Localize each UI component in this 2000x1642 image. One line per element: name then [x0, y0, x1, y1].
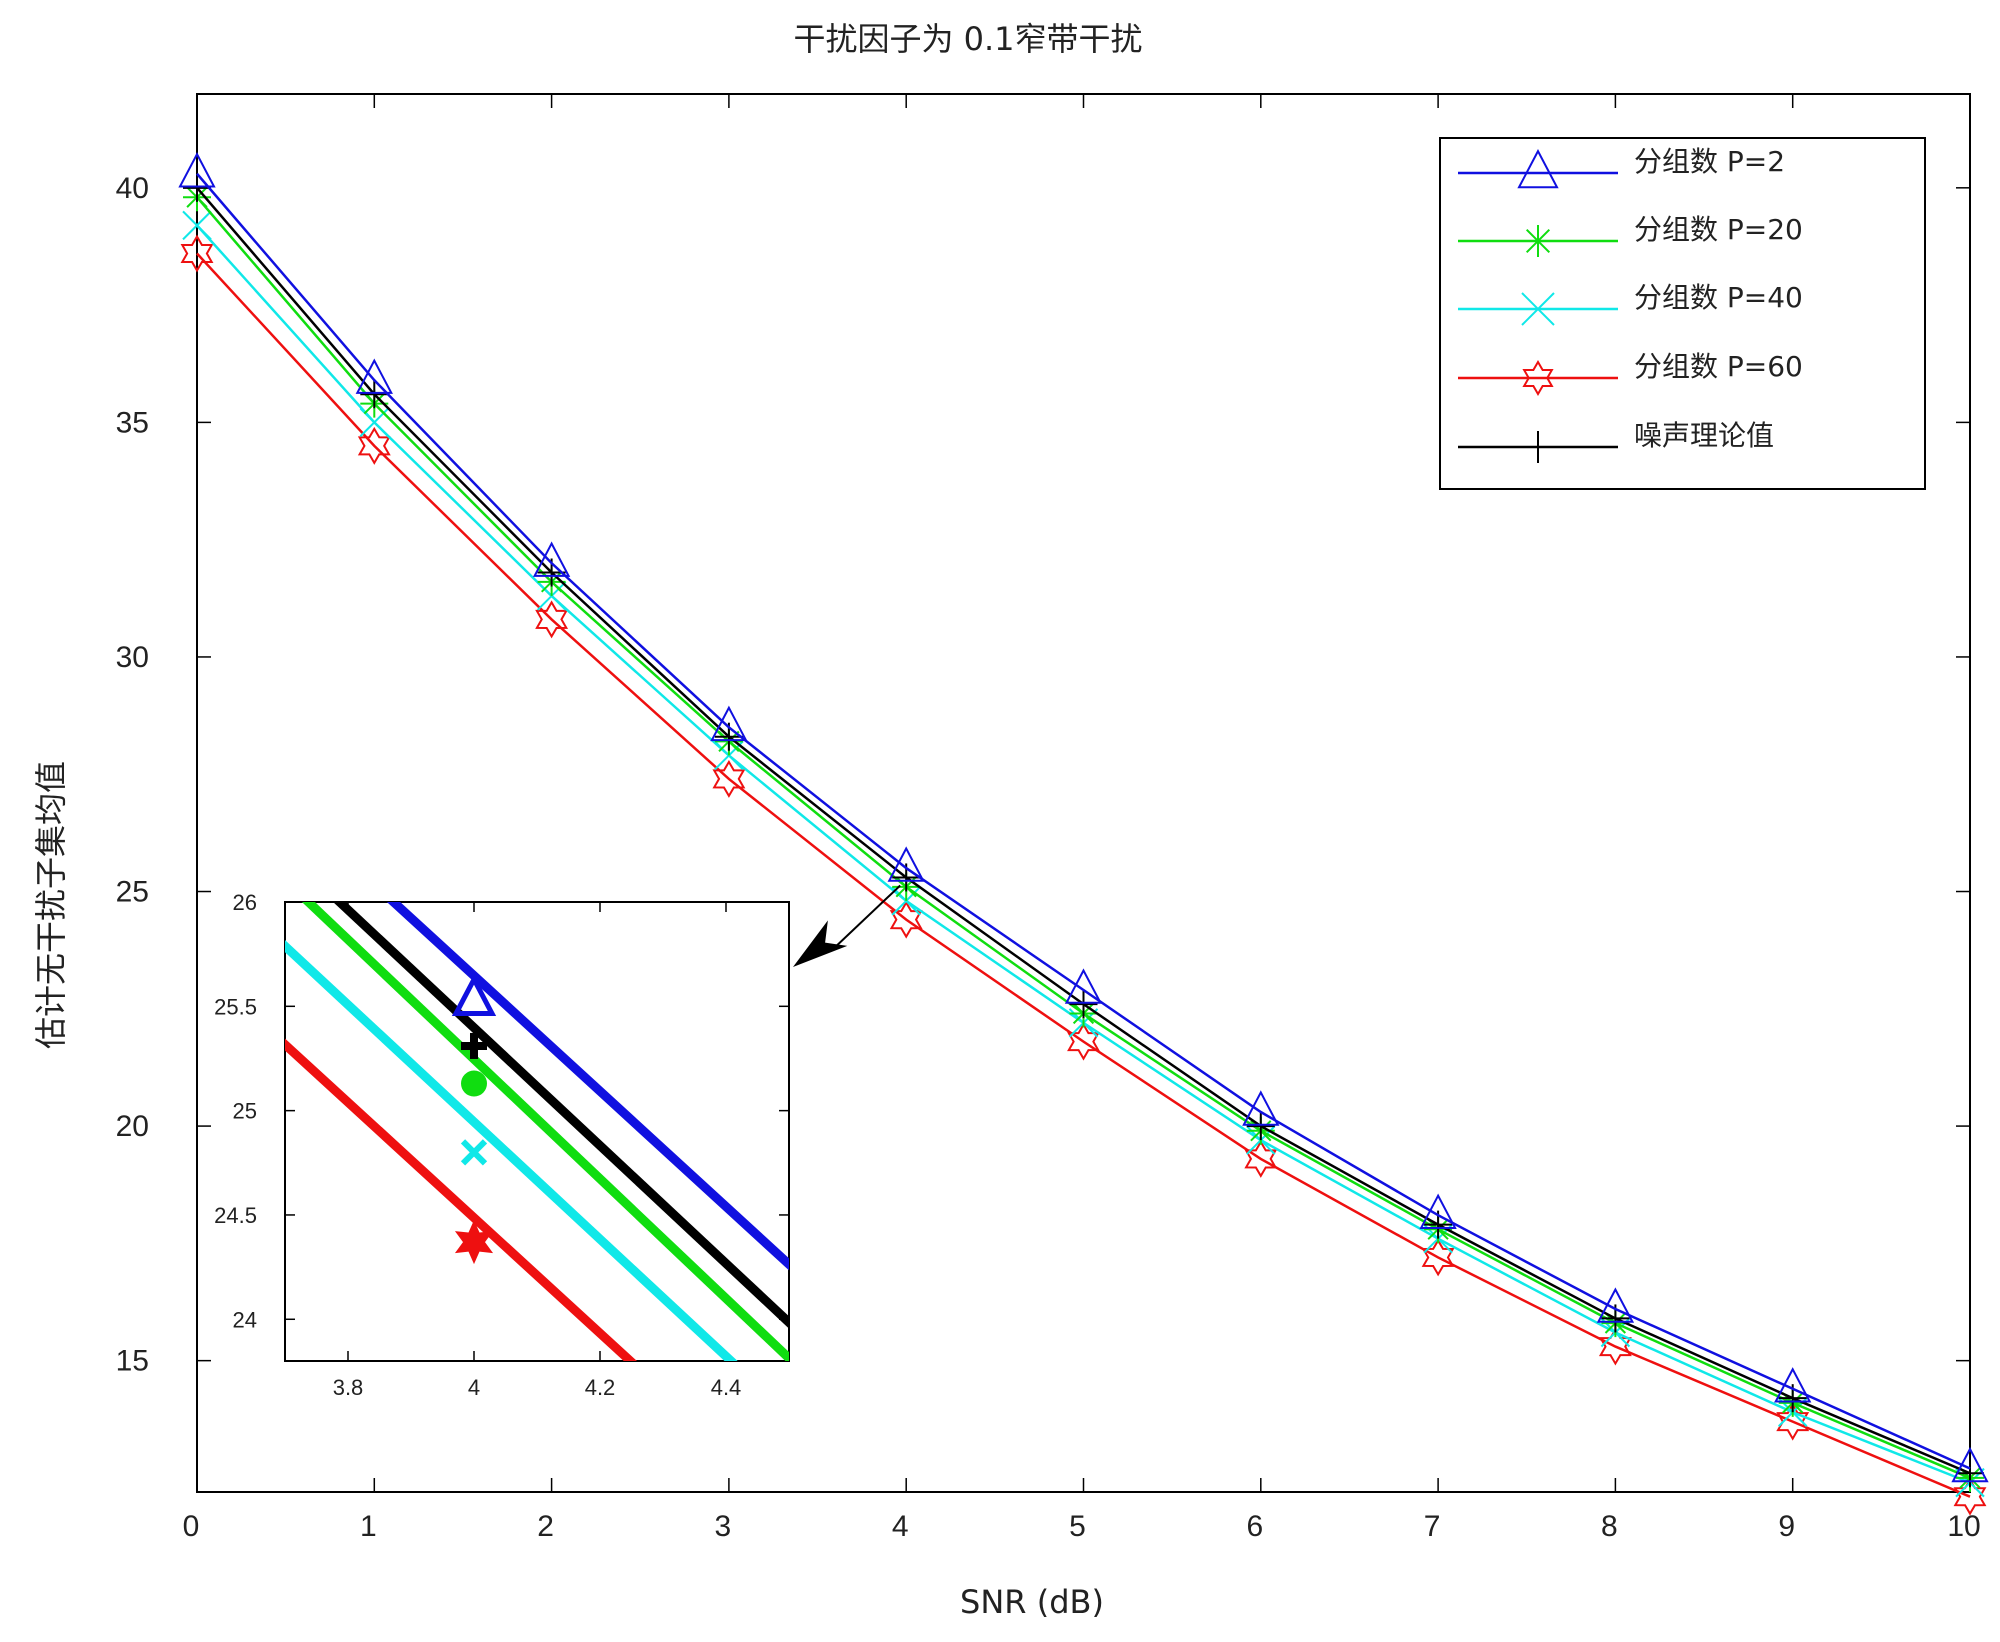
x-tick-label: 3 [715, 1510, 732, 1543]
inset-series-line [301, 902, 789, 1361]
data-point [1069, 990, 1098, 1019]
data-point [1774, 1367, 1812, 1403]
legend-marker [1522, 431, 1554, 463]
data-point [1596, 1287, 1635, 1323]
data-point [178, 152, 216, 188]
inset-x-tick-label: 4.2 [585, 1375, 616, 1400]
data-point [1244, 1139, 1278, 1178]
inset-y-tick-label: 26 [233, 890, 257, 915]
x-tick-label: 7 [1424, 1510, 1441, 1543]
data-point [536, 581, 567, 611]
y-tick-label: 35 [116, 406, 149, 439]
data-point [355, 358, 393, 394]
legend-label: 分组数 P=60 [1634, 350, 1803, 383]
data-point [180, 234, 214, 273]
data-point [182, 210, 212, 241]
inset-series-line [285, 940, 738, 1361]
data-point [532, 541, 571, 577]
inset-x-tick-label: 4.4 [711, 1375, 742, 1400]
data-point [535, 600, 569, 639]
data-point [1242, 1090, 1280, 1126]
data-point [1246, 1112, 1275, 1141]
x-tick-label: 9 [1778, 1510, 1795, 1543]
chart-title: 干扰因子为 0.1窄带干扰 [793, 20, 1142, 58]
legend-item: 分组数 P=20 [1458, 213, 1803, 257]
data-point [1419, 1193, 1457, 1229]
x-tick-label: 2 [537, 1510, 554, 1543]
data-point [1064, 968, 1103, 1004]
inset-series-line [386, 902, 789, 1271]
legend-label: 分组数 P=2 [1634, 145, 1785, 178]
inset-series-line [333, 902, 789, 1329]
legend-item: 分组数 P=60 [1458, 350, 1803, 396]
legend-item: 分组数 P=40 [1458, 281, 1803, 326]
inset-marker-x [460, 1139, 488, 1166]
data-point [714, 740, 744, 771]
x-tick-label: 0 [183, 1510, 200, 1543]
y-axis-label: 估计无干扰子集均值 [32, 761, 70, 1049]
zoom-arrow-head [793, 920, 848, 967]
x-tick-label: 6 [1246, 1510, 1263, 1543]
inset-y-tick-label: 24.5 [214, 1203, 257, 1228]
legend-marker [1521, 292, 1555, 326]
x-tick-label: 10 [1947, 1510, 1980, 1543]
inset-marker-triangle [451, 973, 497, 1017]
inset-marker-hexagram [454, 1220, 494, 1265]
legend-item: 噪声理论值 [1458, 419, 1774, 463]
inset-x-tick-label: 3.8 [333, 1375, 364, 1400]
x-tick-label: 5 [1069, 1510, 1086, 1543]
legend-item: 分组数 P=2 [1458, 145, 1785, 189]
zoom-arrow-line [830, 884, 901, 952]
inset-x-tick-label: 4 [468, 1375, 480, 1400]
series-line [196, 172, 1971, 1470]
data-point [360, 380, 389, 409]
legend-marker [1517, 149, 1559, 189]
y-tick-label: 30 [116, 641, 149, 674]
legend-label: 分组数 P=20 [1634, 213, 1803, 246]
inset-y-tick-label: 25.5 [214, 994, 257, 1019]
x-tick-label: 1 [360, 1510, 377, 1543]
data-point [183, 173, 211, 202]
inset-y-tick-label: 25 [233, 1099, 257, 1124]
x-tick-label: 8 [1601, 1510, 1618, 1543]
series-5 [183, 173, 1984, 1488]
legend-box [1439, 137, 1926, 490]
inset-plot: 3.8 4 4.2 4.4 24 24.5 25 25.5 26 [214, 884, 901, 1400]
y-tick-label: 40 [116, 172, 149, 205]
series-4 [180, 234, 1987, 1516]
data-point [1776, 1402, 1810, 1441]
x-tick-label: 4 [892, 1510, 909, 1543]
inset-marker-plus [461, 1032, 487, 1059]
data-point [1951, 1446, 1989, 1483]
data-point [887, 846, 925, 882]
data-point [712, 759, 746, 798]
data-point [1421, 1238, 1455, 1277]
legend-label: 噪声理论值 [1634, 419, 1774, 452]
series-line [196, 252, 1971, 1498]
legend-marker [1522, 225, 1554, 257]
series-1 [178, 152, 1989, 1483]
legend-label: 分组数 P=40 [1634, 281, 1803, 314]
inset-y-tick-label: 24 [233, 1307, 257, 1332]
y-tick-label: 15 [116, 1345, 149, 1378]
x-axis-label: SNR (dB) [960, 1583, 1104, 1621]
inset-marker-asterisk [461, 1070, 487, 1097]
legend: 分组数 P=2 分组数 P=20 分组数 P=40 分组数 P=60 噪声理论值 [1439, 137, 1926, 490]
data-point [710, 705, 748, 742]
legend-marker [1522, 360, 1554, 396]
inset-lines [285, 902, 789, 1361]
data-point [891, 886, 921, 916]
y-tick-label: 25 [116, 876, 149, 909]
data-point [1953, 1477, 1987, 1516]
y-tick-label: 20 [116, 1110, 149, 1143]
inset-series-line [285, 1038, 638, 1361]
data-point [1956, 1459, 1984, 1488]
